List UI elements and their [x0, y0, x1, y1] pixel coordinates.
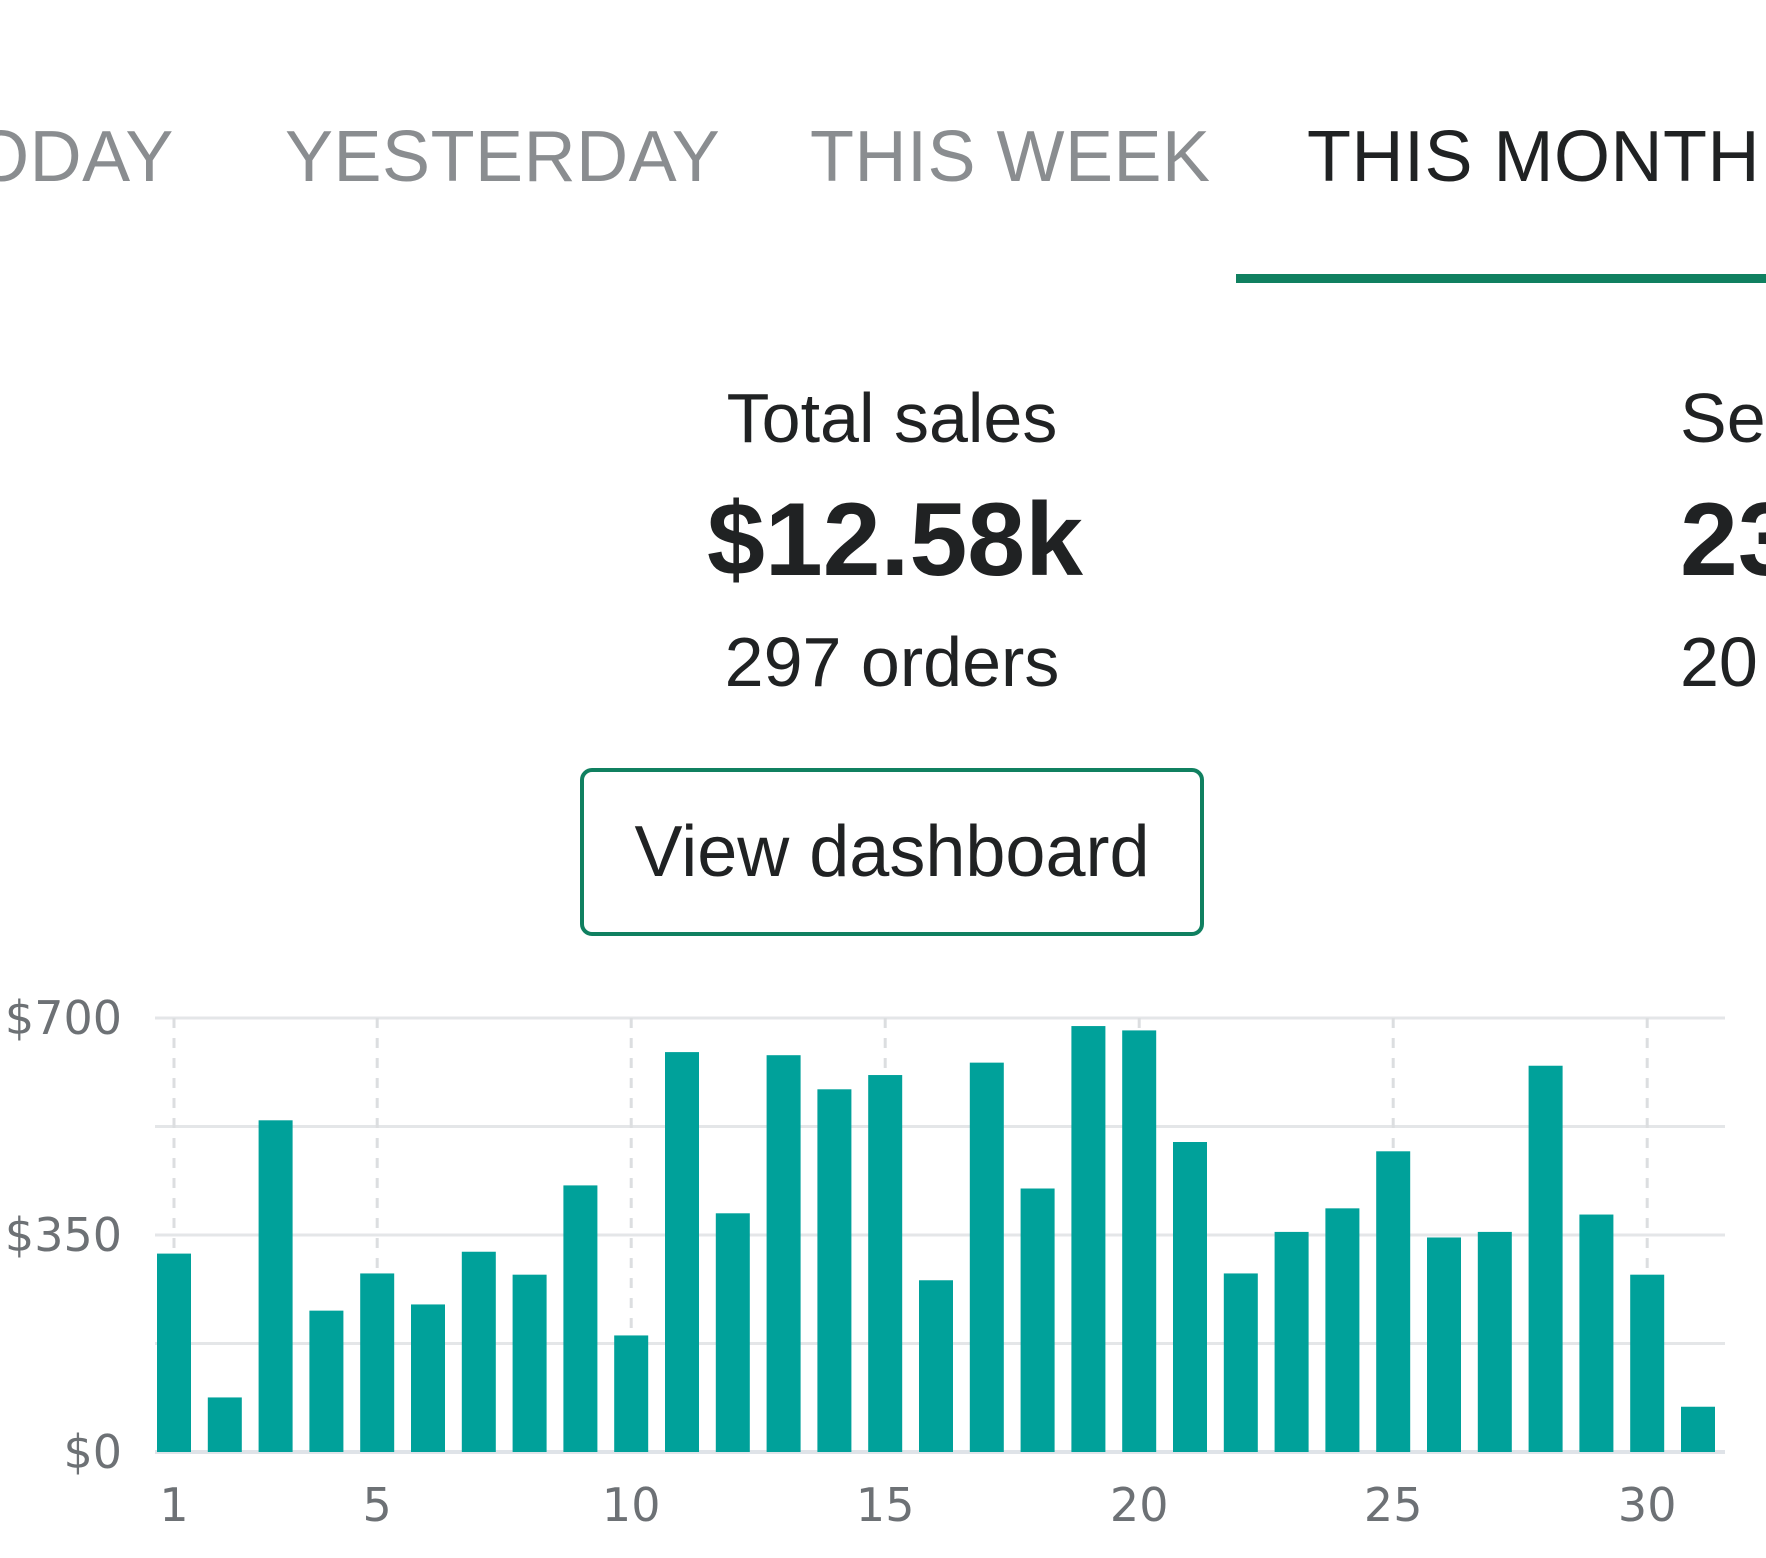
y-tick-label: $700: [5, 991, 122, 1045]
bar-day-19: [1071, 1026, 1106, 1452]
bar-day-9: [563, 1185, 598, 1452]
bar-day-30: [1630, 1274, 1665, 1452]
x-tick-label: 20: [1110, 1478, 1169, 1532]
bar-day-21: [1173, 1142, 1207, 1452]
x-tick-label: 15: [856, 1478, 915, 1532]
bar-day-15: [868, 1075, 903, 1452]
chart-bars: [157, 1026, 1715, 1452]
bar-day-5: [360, 1273, 395, 1452]
bar-day-3: [258, 1120, 293, 1452]
bar-day-31: [1681, 1406, 1715, 1452]
bar-day-1: [157, 1253, 191, 1452]
x-tick-label: 10: [602, 1478, 661, 1532]
x-tick-label: 25: [1364, 1478, 1423, 1532]
bar-day-7: [461, 1251, 496, 1452]
bar-day-22: [1223, 1273, 1258, 1452]
active-tab-indicator: [1236, 274, 1766, 283]
bar-day-12: [715, 1213, 750, 1452]
bar-day-2: [207, 1397, 242, 1452]
bar-day-13: [766, 1055, 801, 1452]
bar-day-4: [309, 1310, 344, 1452]
bar-day-25: [1376, 1151, 1411, 1452]
tab-this-month[interactable]: THIS MONTH: [1307, 117, 1760, 197]
total-sales-orders: 297 orders: [724, 623, 1060, 701]
bar-day-20: [1122, 1030, 1157, 1452]
bar-day-24: [1325, 1208, 1360, 1452]
bar-day-14: [817, 1089, 852, 1452]
bar-day-26: [1427, 1237, 1461, 1452]
total-sales-value: $12.58k: [707, 482, 1083, 598]
x-tick-label: 5: [363, 1478, 392, 1532]
tab-this-week[interactable]: THIS WEEK: [810, 117, 1211, 197]
total-sales-label: Total sales: [726, 379, 1058, 457]
y-tick-label: $350: [5, 1208, 122, 1262]
bar-day-8: [512, 1274, 547, 1452]
bar-day-10: [614, 1335, 649, 1452]
bar-day-23: [1274, 1231, 1309, 1452]
x-tick-label: 30: [1618, 1478, 1677, 1532]
bar-day-18: [1020, 1188, 1055, 1452]
sessions-value: 23: [1680, 482, 1766, 598]
bar-day-11: [665, 1052, 699, 1452]
sessions-label: Sessions: [1680, 379, 1766, 457]
bar-day-16: [919, 1280, 953, 1452]
tab-today[interactable]: TODAY: [0, 117, 174, 197]
view-dashboard-button[interactable]: View dashboard: [580, 768, 1204, 936]
tab-yesterday[interactable]: YESTERDAY: [285, 117, 721, 197]
bar-day-6: [411, 1304, 445, 1452]
bar-day-29: [1579, 1214, 1614, 1452]
bar-day-28: [1528, 1065, 1563, 1452]
y-tick-label: $0: [63, 1425, 122, 1479]
sessions-sub: 20: [1680, 623, 1758, 701]
bar-day-27: [1477, 1231, 1512, 1452]
x-tick-label: 1: [159, 1478, 188, 1532]
bar-day-17: [969, 1062, 1004, 1452]
